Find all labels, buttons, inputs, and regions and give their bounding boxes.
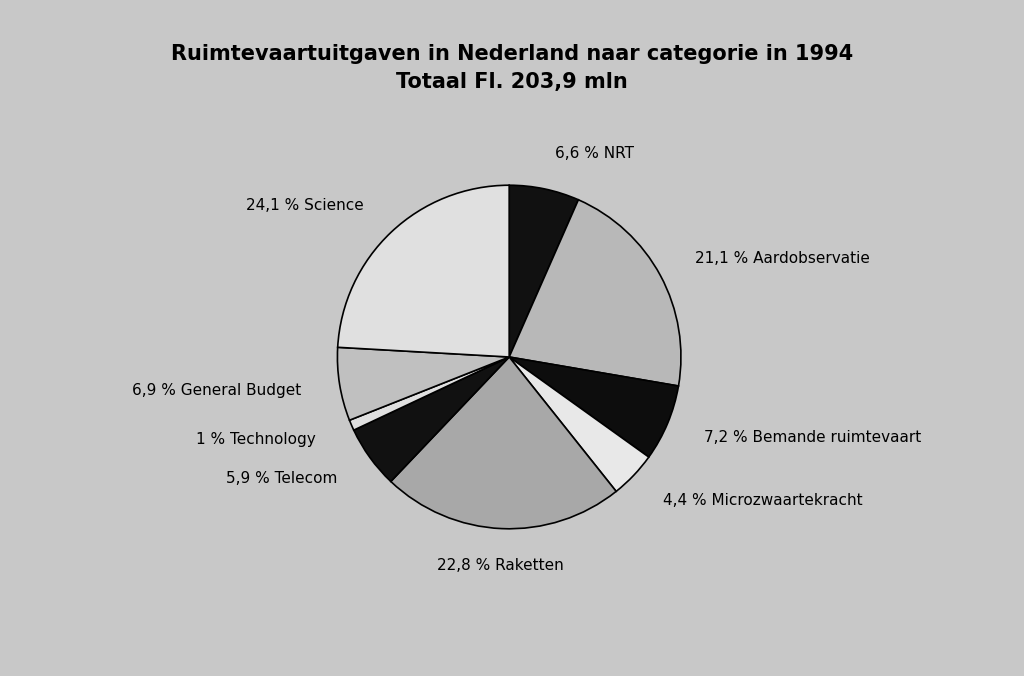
Text: Totaal Fl. 203,9 mln: Totaal Fl. 203,9 mln — [396, 72, 628, 93]
Text: 21,1 % Aardobservatie: 21,1 % Aardobservatie — [695, 251, 870, 266]
Text: 24,1 % Science: 24,1 % Science — [246, 198, 364, 213]
Text: 6,9 % General Budget: 6,9 % General Budget — [132, 383, 301, 397]
Wedge shape — [391, 357, 616, 529]
Text: 1 % Technology: 1 % Technology — [196, 432, 315, 448]
Text: 5,9 % Telecom: 5,9 % Telecom — [226, 471, 338, 486]
Text: 4,4 % Microzwaartekracht: 4,4 % Microzwaartekracht — [663, 493, 862, 508]
Text: 22,8 % Raketten: 22,8 % Raketten — [436, 558, 563, 573]
Text: 7,2 % Bemande ruimtevaart: 7,2 % Bemande ruimtevaart — [703, 430, 922, 445]
Text: Ruimtevaartuitgaven in Nederland naar categorie in 1994: Ruimtevaartuitgaven in Nederland naar ca… — [171, 44, 853, 64]
Text: 6,6 % NRT: 6,6 % NRT — [555, 146, 634, 161]
Wedge shape — [349, 357, 509, 430]
Wedge shape — [509, 185, 579, 357]
Wedge shape — [353, 357, 509, 481]
Wedge shape — [509, 357, 679, 457]
Wedge shape — [338, 185, 509, 357]
Wedge shape — [509, 357, 649, 491]
Wedge shape — [338, 347, 509, 420]
Wedge shape — [509, 200, 681, 386]
